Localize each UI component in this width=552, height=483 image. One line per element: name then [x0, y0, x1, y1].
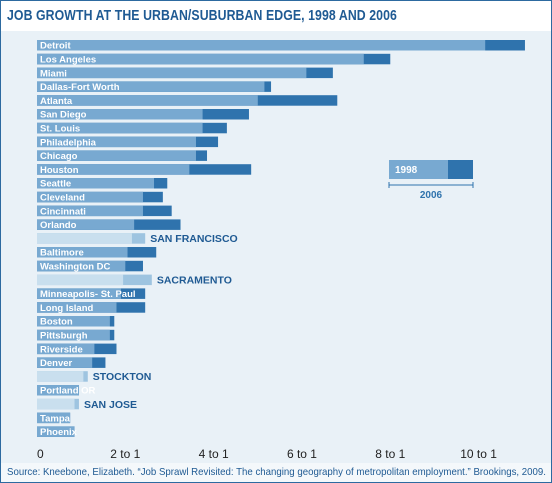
- bar-1998-philadelphia: [37, 136, 196, 148]
- bar-label-dallas-fort-worth: Dallas-Fort Worth: [40, 82, 120, 93]
- bar-label-philadelphia: Philadelphia: [40, 137, 97, 148]
- bar-label-orlando: Orlando: [40, 220, 77, 231]
- bar-1998-san-diego: [37, 109, 203, 120]
- x-tick-label: 6 to 1: [287, 447, 317, 461]
- x-tick-label: 8 to 1: [375, 447, 405, 461]
- x-tick-label: 2 to 1: [110, 447, 140, 461]
- bar-label-san-jose: SAN JOSE: [84, 399, 137, 411]
- bar-1998-minneapolis-st-paul: [37, 288, 121, 299]
- bar-label-cincinnati: Cincinnati: [40, 206, 86, 217]
- bar-label-san-diego: San Diego: [40, 110, 87, 121]
- bar-label-miami: Miami: [40, 68, 67, 79]
- legend-label-1998: 1998: [395, 165, 418, 176]
- bar-label-sacramento: SACRAMENTO: [157, 275, 232, 287]
- bar-1998-riverside: [37, 343, 95, 355]
- bar-1998-houston: [37, 164, 190, 175]
- bar-1998-orlando: [37, 219, 135, 230]
- bar-label-pittsburgh: Pittsburgh: [40, 331, 88, 342]
- bar-1998-washington-dc: [37, 260, 126, 272]
- bar-1998-los-angeles: [37, 53, 364, 65]
- bar-label-atlanta: Atlanta: [40, 96, 73, 107]
- bar-1998-sacramento: [37, 274, 124, 286]
- bar-1998-boston: [37, 316, 110, 327]
- bar-1998-pittsburgh: [37, 329, 110, 341]
- source-note: Source: Kneebone, Elizabeth. “Job Sprawl…: [7, 466, 546, 478]
- bar-label-denver: Denver: [40, 358, 73, 369]
- bar-1998-denver: [37, 357, 93, 368]
- chart-title: JOB GROWTH AT THE URBAN/SUBURBAN EDGE, 1…: [7, 7, 397, 24]
- bar-label-chicago: Chicago: [40, 151, 78, 162]
- bar-1998-seattle: [37, 178, 155, 189]
- bar-1998-stockton: [37, 371, 84, 382]
- bar-1998-miami: [37, 67, 307, 79]
- bar-label-detroit: Detroit: [40, 41, 71, 52]
- x-tick-label: 4 to 1: [199, 447, 229, 461]
- title-bar: JOB GROWTH AT THE URBAN/SUBURBAN EDGE, 1…: [1, 1, 551, 31]
- bar-1998-baltimore: [37, 247, 128, 258]
- bar-label-long-island: Long Island: [40, 303, 94, 314]
- bar-1998-portland-or: [37, 385, 79, 396]
- bar-1998-long-island: [37, 302, 117, 313]
- bar-label-riverside: Riverside: [40, 344, 83, 355]
- bar-label-boston: Boston: [40, 317, 73, 328]
- bar-1998-atlanta: [37, 95, 258, 106]
- bar-1998-dallas-fort-worth: [37, 81, 265, 92]
- bar-label-tampa: Tampa: [40, 413, 71, 424]
- bar-label-los-angeles: Los Angeles: [40, 55, 96, 66]
- bar-label-cleveland: Cleveland: [40, 193, 85, 204]
- bar-label-washington-dc: Washington DC: [40, 262, 110, 273]
- bar-1998-tampa: [37, 412, 71, 424]
- x-tick-label: 0: [37, 447, 44, 461]
- x-tick-label: 10 to 1: [460, 447, 497, 461]
- bar-1998-phoenix: [37, 426, 75, 437]
- bar-label-st-louis: St. Louis: [40, 124, 80, 135]
- bar-label-baltimore: Baltimore: [40, 248, 84, 259]
- bar-label-san-francisco: SAN FRANCISCO: [150, 233, 238, 245]
- bar-1998-cincinnati: [37, 205, 143, 217]
- bar-label-houston: Houston: [40, 165, 79, 176]
- bar-label-phoenix: Phoenix: [40, 427, 78, 438]
- bar-1998-san-francisco: [37, 233, 132, 244]
- legend-bar-1998: [389, 160, 448, 179]
- bar-1998-cleveland: [37, 191, 143, 203]
- bar-1998-san-jose: [37, 398, 75, 410]
- bar-1998-detroit: [37, 40, 486, 51]
- bar-1998-st-louis: [37, 122, 203, 134]
- bar-1998-chicago: [37, 150, 196, 161]
- bar-label-portland-or: Portland OR: [40, 386, 96, 397]
- bar-label-stockton: STOCKTON: [93, 371, 152, 383]
- bar-label-minneapolis-st-paul: Minneapolis- St. Paul: [40, 289, 136, 300]
- bar-label-seattle: Seattle: [40, 179, 71, 190]
- legend-label-2006: 2006: [420, 190, 443, 201]
